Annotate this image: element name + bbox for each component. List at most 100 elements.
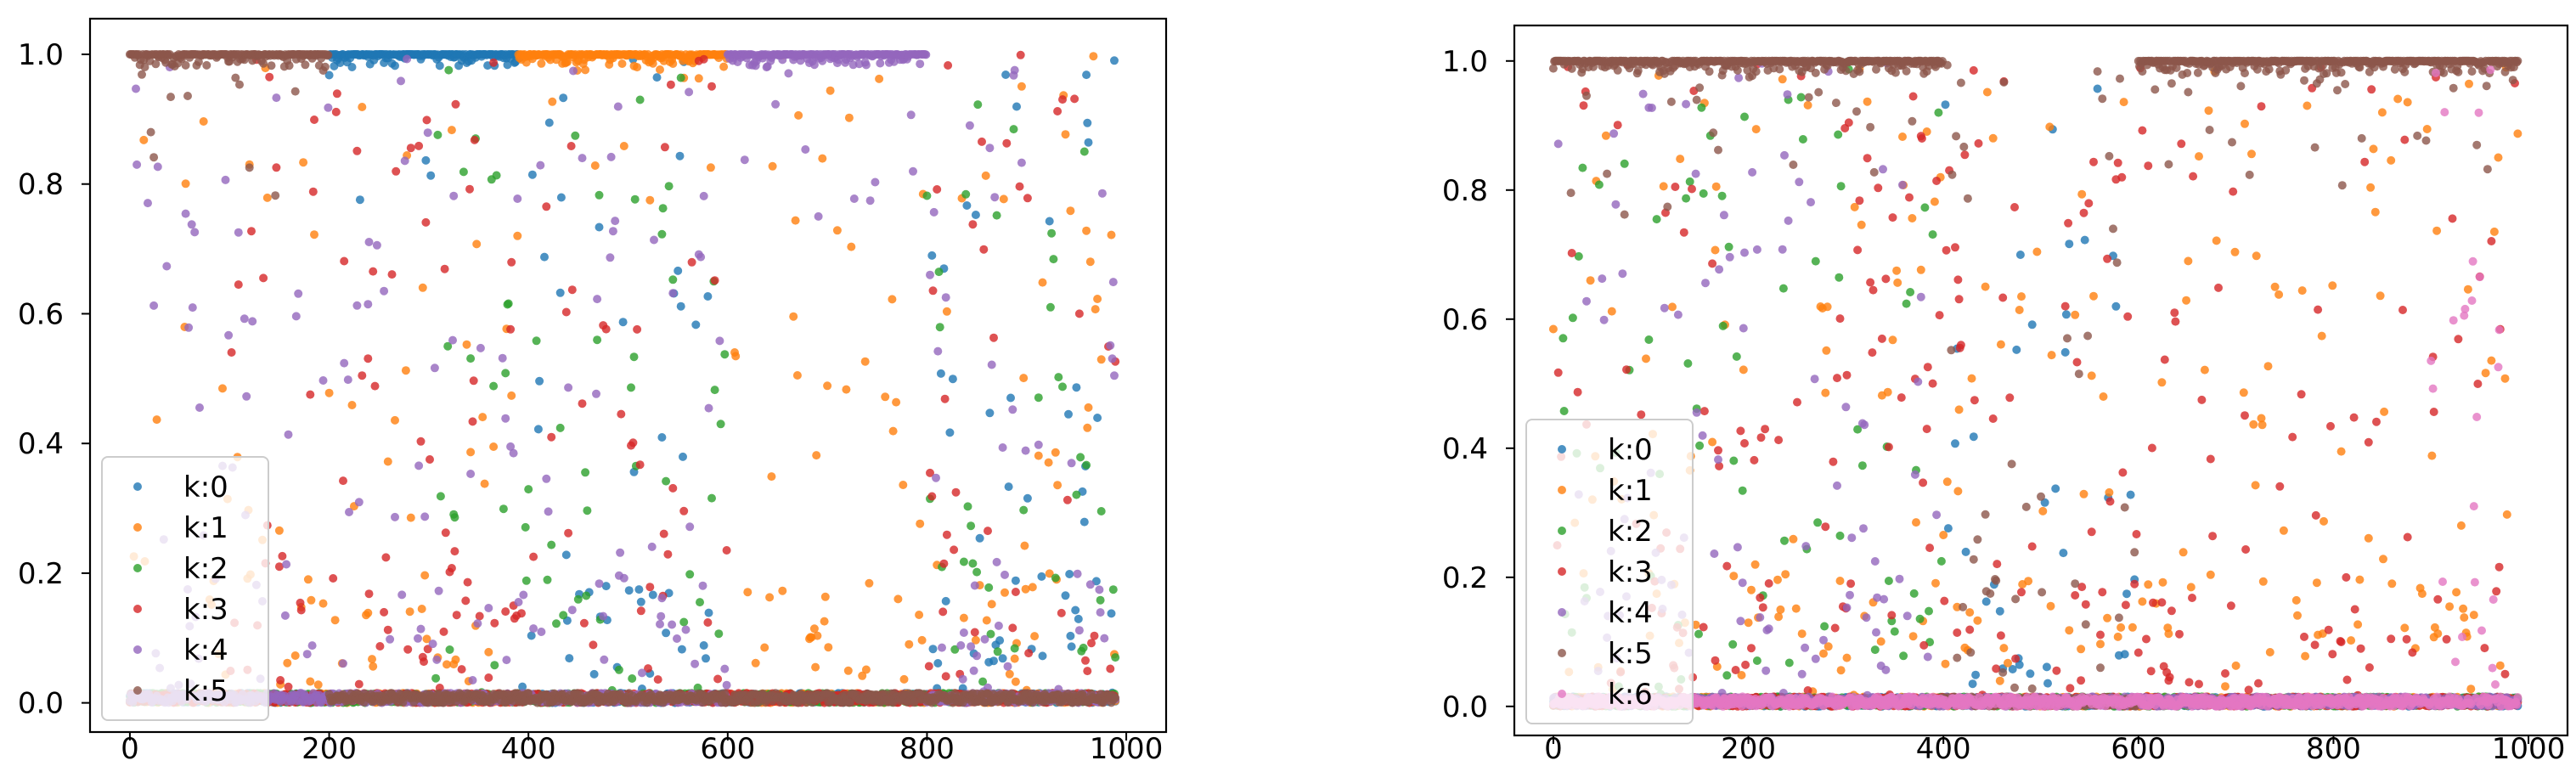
data-point <box>564 528 573 538</box>
data-point <box>364 354 373 363</box>
data-point <box>480 479 489 488</box>
data-point <box>514 598 523 606</box>
data-point <box>941 672 950 681</box>
data-point <box>332 89 341 99</box>
data-point <box>664 182 674 191</box>
data-point <box>699 54 708 64</box>
data-point <box>657 611 666 621</box>
data-point <box>501 607 510 617</box>
data-point <box>942 530 951 539</box>
data-point <box>433 130 442 139</box>
data-point <box>283 658 292 668</box>
data-point <box>992 557 1001 566</box>
data-point <box>195 403 204 412</box>
data-point <box>713 674 723 684</box>
data-point <box>634 585 644 594</box>
data-point <box>478 413 488 422</box>
data-point <box>1015 182 1024 191</box>
data-point <box>927 492 937 501</box>
data-point <box>601 582 611 591</box>
data-point <box>982 616 991 625</box>
data-point <box>329 574 338 583</box>
data-point <box>132 84 140 93</box>
data-point <box>507 257 516 267</box>
data-point <box>405 607 414 617</box>
data-point <box>656 65 664 74</box>
data-point <box>842 385 851 394</box>
data-point <box>492 171 501 180</box>
data-point <box>555 288 565 297</box>
data-point <box>242 392 251 401</box>
data-point <box>818 154 827 163</box>
data-point <box>1066 631 1075 640</box>
data-point <box>613 102 623 111</box>
data-point <box>303 575 313 584</box>
data-point <box>847 242 856 251</box>
data-point <box>998 443 1007 452</box>
data-point <box>928 286 938 296</box>
data-point <box>962 201 972 210</box>
data-point <box>716 420 725 429</box>
data-point <box>989 656 998 666</box>
data-point <box>710 386 719 395</box>
data-point <box>381 553 391 562</box>
data-point <box>975 533 984 543</box>
data-point <box>809 624 819 634</box>
data-point <box>162 262 172 271</box>
data-point <box>685 87 694 97</box>
data-point <box>447 126 456 135</box>
data-point <box>881 392 890 402</box>
data-point <box>826 86 835 95</box>
data-point <box>814 211 823 221</box>
data-point <box>812 451 821 460</box>
data-point <box>999 194 1008 204</box>
data-point <box>1079 147 1089 156</box>
data-point <box>1067 459 1076 468</box>
data-point <box>352 146 362 155</box>
data-point <box>518 682 527 691</box>
data-point <box>224 330 234 340</box>
data-point <box>517 609 526 618</box>
data-point <box>994 621 1003 630</box>
data-point <box>916 519 925 528</box>
data-point <box>722 546 731 555</box>
data-point <box>1079 517 1089 527</box>
data-point <box>813 631 822 640</box>
data-point <box>1084 403 1093 412</box>
data-point <box>234 228 243 237</box>
data-point <box>548 97 557 106</box>
data-point <box>915 611 924 619</box>
data-point <box>679 506 689 515</box>
data-point <box>559 611 568 620</box>
data-point <box>1010 644 1019 653</box>
data-point <box>967 642 976 651</box>
data-point <box>595 579 604 589</box>
data-point <box>1074 626 1084 635</box>
data-point <box>140 63 149 71</box>
data-point <box>519 590 528 600</box>
data-point <box>583 506 592 515</box>
data-point <box>542 202 551 211</box>
data-point <box>364 589 374 599</box>
data-point <box>1111 653 1120 662</box>
data-point <box>451 655 460 664</box>
data-point <box>899 674 909 684</box>
data-point <box>1108 278 1118 287</box>
data-point <box>606 152 616 161</box>
data-point <box>616 548 625 557</box>
data-point <box>1058 95 1067 104</box>
data-point <box>971 635 980 645</box>
data-point <box>1044 458 1053 467</box>
data-point <box>619 142 628 150</box>
data-point <box>259 273 268 283</box>
data-point <box>633 324 642 334</box>
data-point <box>972 567 982 577</box>
data-point <box>899 481 908 489</box>
data-point <box>579 618 589 628</box>
data-point <box>844 113 854 122</box>
data-point <box>751 658 760 668</box>
data-point <box>152 415 161 425</box>
data-point <box>876 59 885 68</box>
data-point <box>691 320 701 330</box>
data-point <box>307 641 317 651</box>
